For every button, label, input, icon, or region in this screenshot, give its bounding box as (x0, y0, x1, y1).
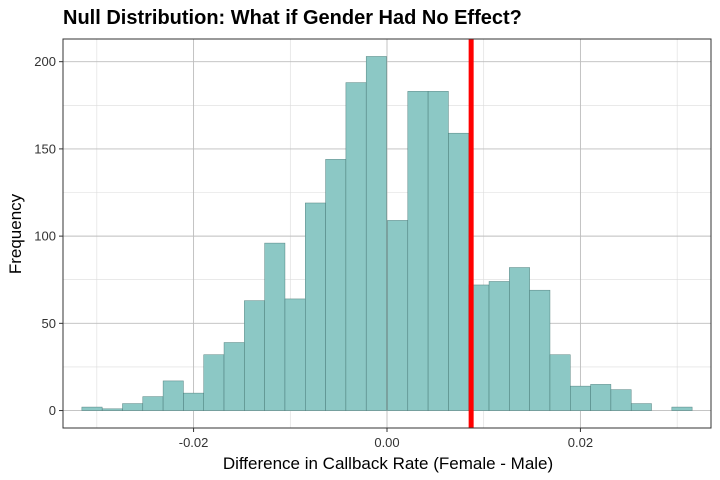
histogram-bar (610, 389, 632, 411)
histogram-bar (325, 159, 347, 411)
histogram-bar (223, 342, 245, 411)
histogram-bar (122, 403, 144, 411)
x-axis-title: Difference in Callback Rate (Female - Ma… (223, 454, 553, 473)
histogram-bar (284, 298, 306, 411)
histogram-bar (365, 56, 387, 411)
histogram-bar (671, 406, 693, 411)
histogram-bar (244, 300, 265, 411)
chart-title: Null Distribution: What if Gender Had No… (63, 7, 522, 29)
histogram-bar (81, 406, 103, 411)
y-tick-label: 100 (34, 229, 56, 244)
x-tick-label: 0.00 (374, 435, 399, 450)
gridlines (63, 39, 711, 428)
histogram-bar (509, 267, 530, 411)
histogram-bar (101, 408, 123, 411)
x-axis-ticks: -0.02 0.00 0.02 (179, 428, 593, 450)
y-axis-title: Frequency (6, 193, 25, 274)
histogram-bar (529, 289, 551, 411)
histogram-bar (264, 242, 286, 411)
y-tick-label: 200 (34, 54, 56, 69)
histogram-bar (630, 403, 652, 411)
histogram-bar (570, 385, 591, 411)
y-tick-label: 50 (42, 316, 56, 331)
histogram-bar (549, 354, 571, 411)
y-tick-label: 150 (34, 141, 56, 156)
histogram-bar (488, 281, 510, 411)
histogram-bar (142, 396, 164, 411)
histogram-bar (305, 202, 326, 411)
histogram-bar (387, 220, 409, 411)
histogram-bar (448, 132, 469, 411)
x-tick-label: 0.02 (568, 435, 593, 450)
y-axis-ticks: 0 50 100 150 200 (34, 54, 63, 418)
histogram-bar (162, 380, 184, 411)
y-tick-label: 0 (49, 403, 56, 418)
histogram-bar (203, 354, 225, 411)
histogram-bars (81, 56, 693, 411)
histogram-bar (183, 392, 204, 411)
histogram-bar (345, 82, 367, 411)
histogram-bar (590, 384, 612, 411)
x-tick-label: -0.02 (179, 435, 209, 450)
histogram-bar (427, 91, 449, 411)
histogram-bar (407, 91, 429, 411)
